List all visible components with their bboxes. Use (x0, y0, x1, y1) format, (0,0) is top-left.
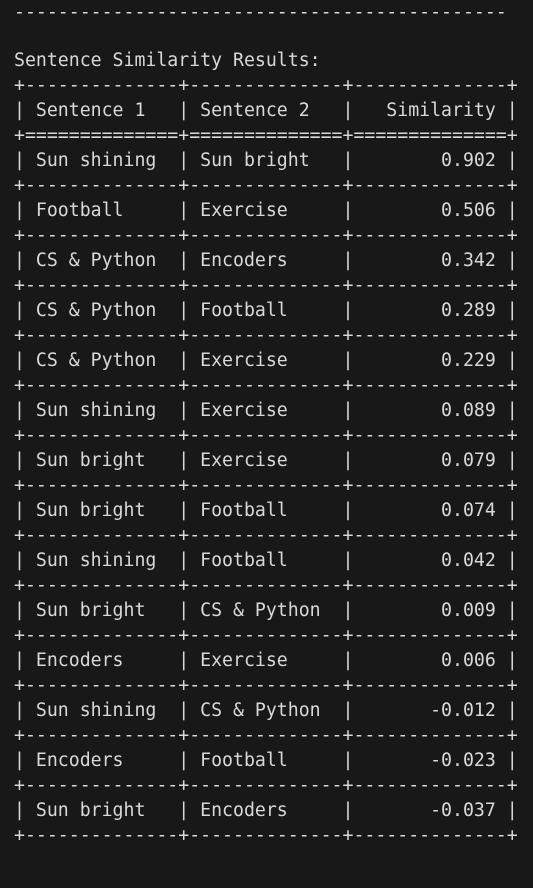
table-border: +--------------+--------------+---------… (14, 275, 518, 296)
table-border: +--------------+--------------+---------… (14, 375, 518, 396)
table-border: +--------------+--------------+---------… (14, 75, 518, 96)
table-header-row: | Sentence 1 | Sentence 2 | Similarity | (14, 100, 518, 121)
table-row: | Sun shining | Sun bright | 0.902 | (14, 150, 518, 171)
table-border: +--------------+--------------+---------… (14, 675, 518, 696)
table-row: | Sun bright | Encoders | -0.037 | (14, 800, 518, 821)
table-row: | Encoders | Exercise | 0.006 | (14, 650, 518, 671)
table-border: +--------------+--------------+---------… (14, 575, 518, 596)
table-row: | Encoders | Football | -0.023 | (14, 750, 518, 771)
table-border: +--------------+--------------+---------… (14, 525, 518, 546)
table-header-separator: +==============+==============+=========… (14, 125, 518, 146)
table-border: +--------------+--------------+---------… (14, 175, 518, 196)
table-border: +--------------+--------------+---------… (14, 725, 518, 746)
table-border: +--------------+--------------+---------… (14, 475, 518, 496)
table-row: | Football | Exercise | 0.506 | (14, 200, 518, 221)
table-border: +--------------+--------------+---------… (14, 775, 518, 796)
table-row: | Sun shining | Football | 0.042 | (14, 550, 518, 571)
table-border: +--------------+--------------+---------… (14, 625, 518, 646)
table-row: | CS & Python | Football | 0.289 | (14, 300, 518, 321)
table-row: | Sun bright | Exercise | 0.079 | (14, 450, 518, 471)
top-rule: ----------------------------------------… (14, 2, 507, 23)
table-row: | Sun shining | CS & Python | -0.012 | (14, 700, 518, 721)
table-border: +--------------+--------------+---------… (14, 325, 518, 346)
results-title: Sentence Similarity Results: (14, 50, 321, 71)
table-row: | Sun bright | Football | 0.074 | (14, 500, 518, 521)
table-row: | CS & Python | Encoders | 0.342 | (14, 250, 518, 271)
table-row: | Sun shining | Exercise | 0.089 | (14, 400, 518, 421)
table-row: | CS & Python | Exercise | 0.229 | (14, 350, 518, 371)
table-border: +--------------+--------------+---------… (14, 825, 518, 846)
table-border: +--------------+--------------+---------… (14, 425, 518, 446)
table-border: +--------------+--------------+---------… (14, 225, 518, 246)
table-row: | Sun bright | CS & Python | 0.009 | (14, 600, 518, 621)
